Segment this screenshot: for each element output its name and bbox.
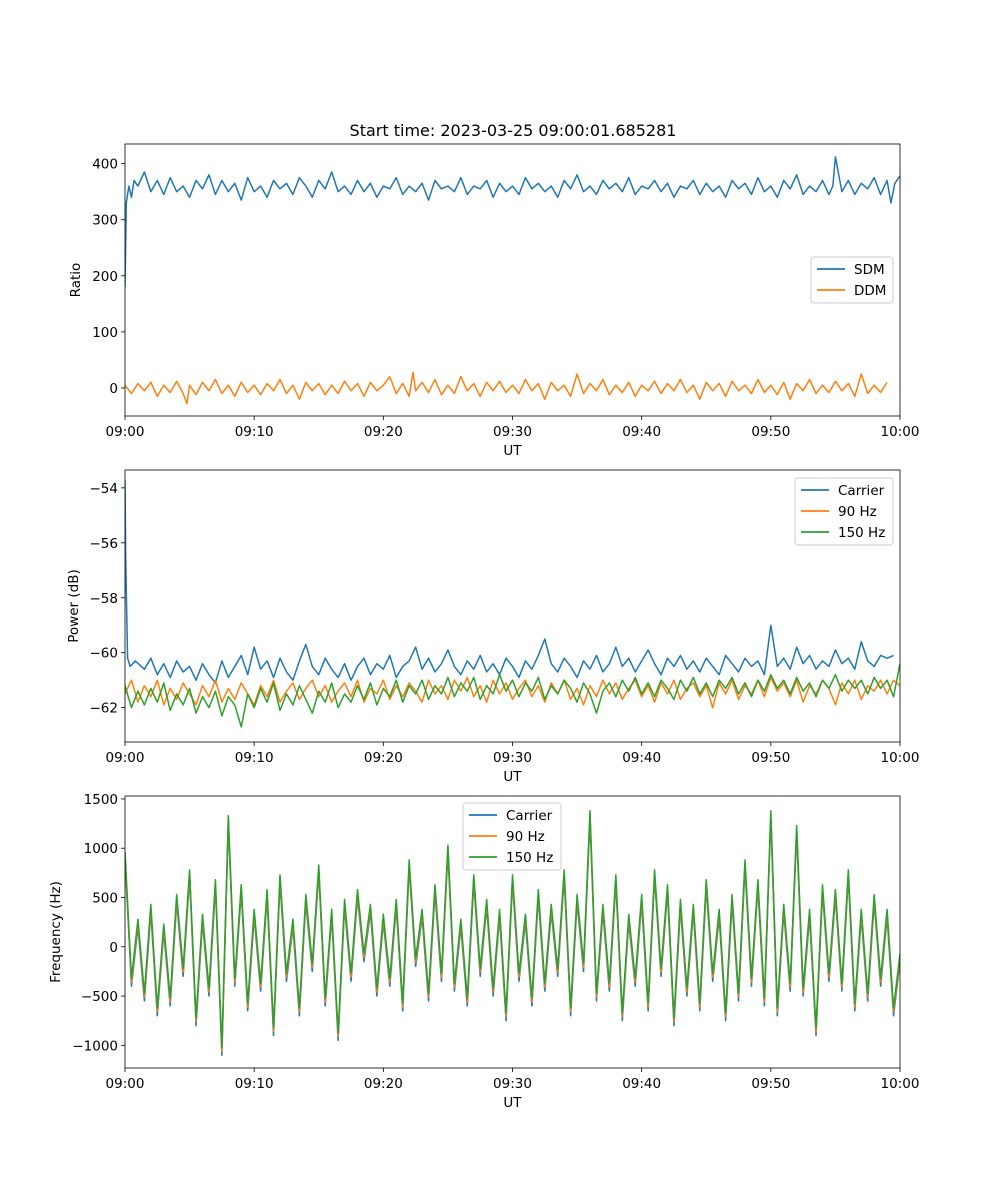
ratio-y-tick-label: 300 <box>92 213 118 229</box>
frequency-x-tick-label: 09:00 <box>106 1076 145 1092</box>
chart-power: 09:00 09:10 09:20 09:30 09:40 09:50 10:00 −62 −6… <box>66 469 920 785</box>
ratio-x-tick-label: 09:30 <box>493 424 532 440</box>
power-x-tick-label: 09:40 <box>622 750 661 766</box>
ratio-series-ddm-line <box>125 371 888 405</box>
frequency-series-150-hz-line <box>125 810 900 1049</box>
ratio-x-tick-label: 09:10 <box>235 424 274 440</box>
power-series-90-hz-line <box>125 676 900 709</box>
frequency-y-tick-label: −500 <box>81 989 118 1005</box>
frequency-legend: Carrier 90 Hz 150 Hz <box>462 802 562 871</box>
ratio-legend: SDM DDM <box>810 256 894 304</box>
frequency-legend-label: 150 Hz <box>506 850 553 866</box>
power-legend-label: 90 Hz <box>838 504 877 520</box>
frequency-x-axis-label: UT <box>503 1095 522 1111</box>
ratio-legend-label: SDM <box>854 262 885 278</box>
frequency-legend-label: 90 Hz <box>506 829 545 845</box>
power-axes-frame <box>124 469 901 743</box>
ratio-x-tick-label: 09:20 <box>364 424 403 440</box>
power-x-tick-label: 09:20 <box>364 750 403 766</box>
power-x-axis-label: UT <box>503 769 522 785</box>
ratio-x-tick-label: 09:40 <box>622 424 661 440</box>
power-x-tick-label: 09:00 <box>106 750 145 766</box>
figure-title: Start time: 2023-03-25 09:00:01.685281 <box>350 121 677 140</box>
power-y-tick-label: −56 <box>90 536 119 552</box>
frequency-x-tick-label: 09:10 <box>235 1076 274 1092</box>
ratio-y-tick-label: 0 <box>109 381 118 397</box>
frequency-y-tick-label: 1000 <box>84 841 118 857</box>
frequency-legend-box <box>462 802 562 871</box>
frequency-y-tick-label: 0 <box>109 940 118 956</box>
power-series-150-hz-line <box>125 663 900 728</box>
chart-frequency: 09:00 09:10 09:20 09:30 09:40 09:50 10:00 −1000… <box>48 792 919 1111</box>
ratio-y-axis-label: Ratio <box>68 263 84 298</box>
ratio-axes-frame <box>124 143 901 417</box>
chart-ratio: 09:00 09:10 09:20 09:30 09:40 09:50 10:00 0 100 2… <box>68 143 920 459</box>
frequency-y-axis-label: Frequency (Hz) <box>48 881 64 983</box>
frequency-legend-label: Carrier <box>506 808 553 824</box>
power-y-tick-label: −58 <box>90 591 119 607</box>
ratio-y-tick-label: 200 <box>92 269 118 285</box>
frequency-x-tick-label: 09:50 <box>751 1076 790 1092</box>
power-x-tick-label: 09:30 <box>493 750 532 766</box>
frequency-x-tick-label: 09:40 <box>622 1076 661 1092</box>
ratio-x-axis-label: UT <box>503 443 522 459</box>
power-y-tick-label: −54 <box>90 481 119 497</box>
frequency-x-tick-label: 10:00 <box>881 1076 920 1092</box>
frequency-y-tick-label: −1000 <box>72 1038 118 1054</box>
ratio-x-tick-label: 09:00 <box>106 424 145 440</box>
power-y-tick-label: −60 <box>90 646 119 662</box>
power-x-tick-label: 10:00 <box>881 750 920 766</box>
ratio-y-tick-label: 400 <box>92 157 118 173</box>
power-legend-label: Carrier <box>838 483 885 499</box>
power-legend-label: 150 Hz <box>838 525 885 541</box>
power-series-carrier-line <box>125 479 894 684</box>
ratio-legend-label: DDM <box>854 283 886 299</box>
power-legend: Carrier 90 Hz 150 Hz <box>794 477 894 546</box>
power-x-tick-label: 09:10 <box>235 750 274 766</box>
ratio-x-tick-label: 10:00 <box>881 424 920 440</box>
ratio-series-sdm-line <box>125 156 900 288</box>
power-y-axis-label: Power (dB) <box>66 569 82 642</box>
power-y-tick-label: −62 <box>90 701 119 717</box>
ratio-x-tick-label: 09:50 <box>751 424 790 440</box>
power-legend-box <box>794 477 894 546</box>
frequency-y-tick-label: 500 <box>92 891 118 907</box>
frequency-x-tick-label: 09:20 <box>364 1076 403 1092</box>
ratio-y-tick-label: 100 <box>92 325 118 341</box>
power-x-tick-label: 09:50 <box>751 750 790 766</box>
frequency-y-tick-label: 1500 <box>84 792 118 808</box>
frequency-x-tick-label: 09:30 <box>493 1076 532 1092</box>
